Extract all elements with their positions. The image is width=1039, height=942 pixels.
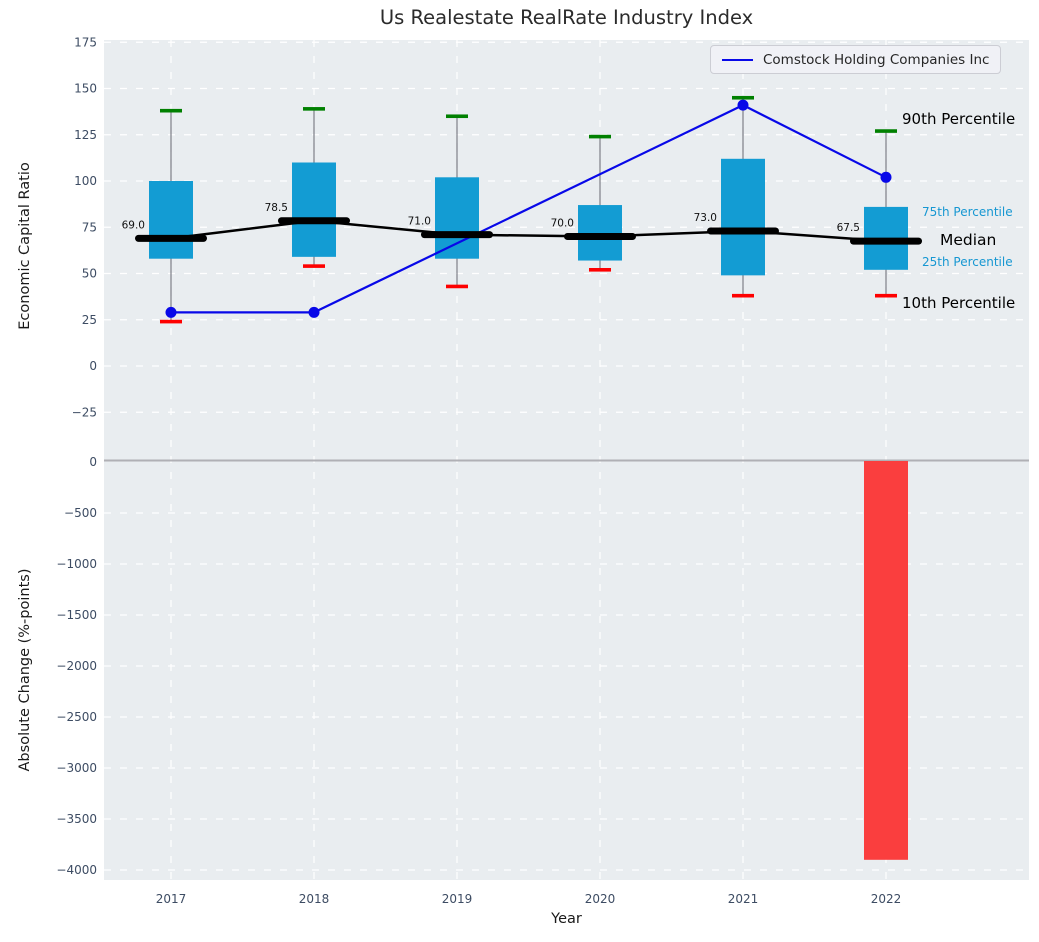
y-tick-label-bottom: −4000 — [56, 863, 97, 877]
annotation-75th-percentile: 75th Percentile — [922, 205, 1013, 219]
legend-line-sample-icon — [722, 58, 753, 61]
x-tick-label: 2017 — [156, 892, 187, 906]
x-tick-label: 2022 — [871, 892, 902, 906]
iqr-box — [292, 162, 336, 257]
median-value-label: 73.0 — [694, 212, 717, 224]
y-tick-label-top: 0 — [89, 359, 97, 373]
median-value-label: 69.0 — [122, 219, 145, 231]
y-tick-label-bottom: −3000 — [56, 761, 97, 775]
median-value-label: 78.5 — [265, 202, 288, 214]
y-tick-label-top: 125 — [74, 128, 97, 142]
cap-10th-percentile — [303, 264, 325, 268]
cap-10th-percentile — [160, 319, 182, 324]
median-value-label: 70.0 — [551, 218, 574, 230]
cap-90th-percentile — [732, 95, 754, 100]
annotation-median: Median — [940, 231, 997, 249]
y-tick-label-top: 75 — [82, 220, 97, 234]
change-bar — [864, 461, 908, 860]
x-tick-label: 2018 — [299, 892, 330, 906]
cap-10th-percentile — [875, 293, 897, 298]
top-y-axis-label: Economic Capital Ratio — [17, 162, 33, 330]
y-tick-label-top: 100 — [74, 174, 97, 188]
y-tick-label-top: 175 — [74, 35, 97, 49]
chart-title: Us Realestate RealRate Industry Index — [379, 6, 754, 29]
company-point — [308, 306, 320, 318]
company-point — [737, 99, 749, 111]
iqr-box — [721, 158, 765, 276]
median-value-label: 71.0 — [408, 216, 431, 228]
cap-10th-percentile — [446, 284, 468, 289]
cap-90th-percentile — [303, 107, 325, 111]
y-tick-label-bottom: −2500 — [56, 710, 97, 724]
x-tick-label: 2020 — [585, 892, 616, 906]
y-tick-label-top: 50 — [82, 267, 97, 281]
company-line — [171, 103, 887, 314]
iqr-box — [149, 181, 193, 259]
cap-10th-percentile — [589, 268, 611, 272]
annotation-10th-percentile: 10th Percentile — [902, 294, 1016, 312]
iqr-box — [435, 177, 479, 259]
bottom-y-axis-label: Absolute Change (%-points) — [17, 568, 33, 772]
x-tick-label: 2019 — [442, 892, 473, 906]
company-point — [880, 171, 892, 183]
median-value-label: 67.5 — [837, 222, 860, 234]
y-tick-label-bottom: −1500 — [56, 608, 97, 622]
cap-10th-percentile — [732, 293, 754, 298]
iqr-box — [578, 205, 622, 261]
cap-90th-percentile — [446, 114, 468, 119]
cap-90th-percentile — [875, 129, 897, 133]
y-tick-label-top: 25 — [82, 313, 97, 327]
legend-label: Comstock Holding Companies Inc — [763, 51, 990, 68]
legend: Comstock Holding Companies Inc — [710, 45, 1002, 74]
y-tick-label-top: −25 — [72, 405, 97, 419]
x-axis-label: Year — [551, 911, 582, 927]
y-tick-label-bottom: −500 — [64, 506, 97, 520]
cap-90th-percentile — [589, 134, 611, 139]
annotation-25th-percentile: 25th Percentile — [922, 255, 1013, 269]
annotation-90th-percentile: 90th Percentile — [902, 110, 1016, 128]
y-tick-label-bottom: −1000 — [56, 557, 97, 571]
y-tick-label-bottom: −3500 — [56, 812, 97, 826]
y-tick-label-bottom: 0 — [89, 455, 97, 469]
company-point — [165, 306, 177, 318]
y-tick-label-top: 150 — [74, 82, 97, 96]
y-tick-label-bottom: −2000 — [56, 659, 97, 673]
x-tick-label: 2021 — [728, 892, 759, 906]
cap-90th-percentile — [160, 108, 182, 113]
